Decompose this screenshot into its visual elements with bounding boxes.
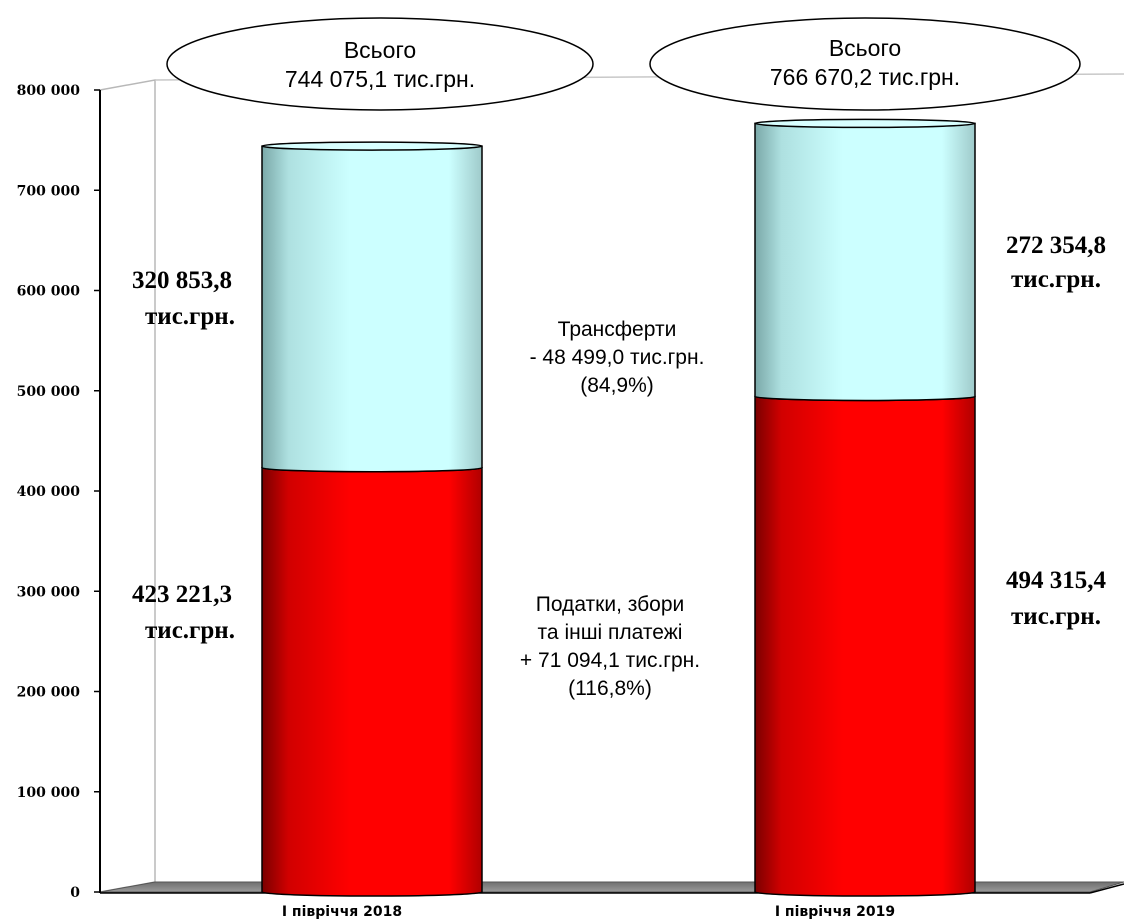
annotation-taxes-line2: та інші платежі [538, 621, 683, 644]
y-tick-label: 100 000 [17, 785, 81, 801]
y-tick-label: 400 000 [17, 484, 81, 500]
data-label-bottom-2019-unit: тис.грн. [1011, 603, 1101, 630]
bar-segment [754, 395, 976, 897]
annotation-transfers-line3: (84,9%) [580, 374, 654, 397]
y-tick-label: 800 000 [17, 83, 81, 99]
y-axis: 0 100 000 200 000 300 000 400 000 500 000 600 … [17, 83, 100, 901]
y-tick-label: 600 000 [17, 284, 81, 300]
data-label-top-2019-unit: тис.грн. [1011, 266, 1101, 293]
x-category-label: І півріччя 2018 [282, 904, 402, 920]
annotation-transfers-line1: Трансферти [558, 318, 677, 341]
data-label-bottom-2018-value: 423 221,3 [132, 581, 232, 608]
y-tick-label: 0 [70, 885, 80, 901]
y-tick-label: 700 000 [17, 183, 81, 199]
x-axis-labels: І півріччя 2018 І півріччя 2019 [282, 904, 895, 920]
y-tick-label: 500 000 [17, 384, 81, 400]
data-label-top-2019-value: 272 354,8 [1006, 232, 1106, 259]
data-label-top-2018-value: 320 853,8 [132, 267, 232, 294]
bar-segment [261, 145, 483, 473]
bar-segment [754, 122, 976, 402]
total-value-2018: 744 075,1 тис.грн. [285, 66, 475, 92]
bars [261, 118, 976, 897]
total-title-2019: Всього [829, 35, 901, 61]
data-label-bottom-2018-unit: тис.грн. [145, 617, 235, 644]
annotation-taxes: Податки, збори та інші платежі + 71 094,… [520, 593, 700, 700]
annotation-transfers: Трансферти - 48 499,0 тис.грн. (84,9%) [530, 318, 705, 397]
annotation-transfers-line2: - 48 499,0 тис.грн. [530, 346, 705, 369]
total-callout-2018: Всього 744 075,1 тис.грн. [166, 17, 594, 111]
bar-top-cap [261, 141, 483, 151]
data-label-top-2018-unit: тис.грн. [145, 303, 235, 330]
y-tick-label: 300 000 [17, 584, 81, 600]
y-tick-label: 200 000 [17, 685, 81, 701]
annotation-taxes-line3: + 71 094,1 тис.грн. [520, 649, 700, 672]
bar-top-cap [754, 118, 976, 129]
annotation-taxes-line1: Податки, збори [536, 593, 685, 616]
data-label-bottom-2019-value: 494 315,4 [1006, 567, 1107, 594]
x-category-label: І півріччя 2019 [775, 904, 895, 920]
data-labels: 320 853,8 тис.грн. 423 221,3 тис.грн. 27… [132, 232, 1107, 644]
annotation-taxes-line4: (116,8%) [568, 677, 652, 700]
total-callout-2019: Всього 766 670,2 тис.грн. [649, 17, 1081, 111]
total-value-2019: 766 670,2 тис.грн. [770, 64, 960, 90]
bar-segment [261, 466, 483, 897]
x-axis-extension [1089, 883, 1124, 894]
total-title-2018: Всього [344, 37, 416, 63]
